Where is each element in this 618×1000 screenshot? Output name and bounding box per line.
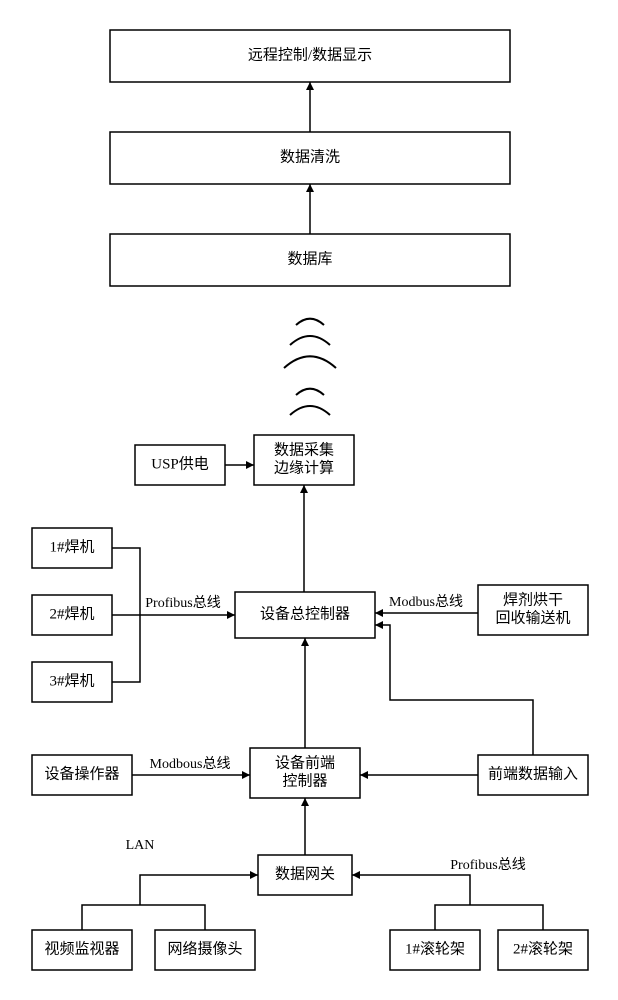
- edge-label: Profibus总线: [145, 595, 220, 611]
- node-roller1: 1#滚轮架: [390, 930, 480, 970]
- node-label: 2#滚轮架: [513, 940, 573, 957]
- node-label: 边缘计算: [274, 458, 334, 476]
- node-label: 控制器: [282, 772, 327, 789]
- node-mainctrl: 设备总控制器: [235, 592, 375, 638]
- node-label: 回收输送机: [495, 609, 570, 626]
- wireless-arc-0: [296, 319, 324, 325]
- node-label: 1#滚轮架: [405, 940, 465, 957]
- node-label: 设备操作器: [44, 765, 119, 782]
- node-label: 网络摄像头: [167, 940, 242, 957]
- node-label: 1#焊机: [49, 538, 94, 555]
- edge-label: Modbous总线: [150, 756, 231, 772]
- node-label: 2#焊机: [49, 605, 94, 622]
- node-video: 视频监视器: [32, 930, 132, 970]
- node-webcam: 网络摄像头: [155, 930, 255, 970]
- edge-label: Profibus总线: [450, 857, 525, 873]
- node-frontin: 前端数据输入: [478, 755, 588, 795]
- edge-18: [470, 905, 543, 930]
- edge-6: [112, 615, 140, 682]
- node-label: 数据清洗: [280, 148, 340, 165]
- edge-16: [140, 875, 258, 905]
- edge-label: LAN: [126, 838, 155, 853]
- edge-17: [435, 905, 470, 930]
- node-edge: 数据采集边缘计算: [254, 435, 354, 485]
- node-weld1: 1#焊机: [32, 528, 112, 568]
- node-label: 焊剂烘干: [503, 591, 563, 608]
- node-weld3: 3#焊机: [32, 662, 112, 702]
- wireless-arc-2: [284, 356, 336, 368]
- node-label: 3#焊机: [49, 672, 94, 689]
- edge-19: [352, 875, 470, 905]
- edge-15: [140, 905, 205, 930]
- node-label: 视频监视器: [44, 940, 119, 957]
- node-frontctrl: 设备前端控制器: [250, 748, 360, 798]
- node-label: 数据库: [287, 250, 332, 267]
- node-label: 数据采集: [274, 441, 334, 458]
- nodes: 远程控制/数据显示数据清洗数据库 USP供电 数据采集边缘计算 1#焊机 2#焊机 3#焊…: [32, 30, 588, 970]
- edges: [82, 82, 543, 930]
- node-usp: USP供电: [135, 445, 225, 485]
- node-label: 远程控制/数据显示: [248, 46, 372, 63]
- node-fluxdry: 焊剂烘干回收输送机: [478, 585, 588, 635]
- edge-11: [375, 625, 533, 755]
- wireless-arc-3: [296, 389, 324, 395]
- node-roller2: 2#滚轮架: [498, 930, 588, 970]
- wireless-arc-1: [290, 336, 330, 345]
- wireless-icon: [284, 319, 336, 415]
- edge-label: Modbus总线: [389, 594, 463, 610]
- node-weld2: 2#焊机: [32, 595, 112, 635]
- node-database: 数据库: [110, 234, 510, 286]
- node-label: 前端数据输入: [488, 765, 578, 782]
- wireless-arc-4: [290, 406, 330, 415]
- node-cleaning: 数据清洗: [110, 132, 510, 184]
- node-label: 数据网关: [275, 865, 335, 882]
- node-remote: 远程控制/数据显示: [110, 30, 510, 82]
- edge-14: [82, 905, 140, 930]
- flowchart-diagram: 远程控制/数据显示数据清洗数据库 USP供电 数据采集边缘计算 1#焊机 2#焊机 3#焊…: [0, 0, 618, 1000]
- node-gateway: 数据网关: [258, 855, 352, 895]
- edge-4: [112, 548, 140, 615]
- node-label: 设备前端: [275, 754, 335, 771]
- node-label: USP供电: [151, 455, 209, 472]
- node-label: 设备总控制器: [260, 605, 350, 622]
- node-operator: 设备操作器: [32, 755, 132, 795]
